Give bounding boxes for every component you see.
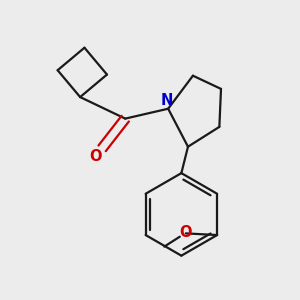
Text: N: N bbox=[160, 93, 173, 108]
Text: O: O bbox=[89, 149, 102, 164]
Text: O: O bbox=[179, 225, 192, 240]
